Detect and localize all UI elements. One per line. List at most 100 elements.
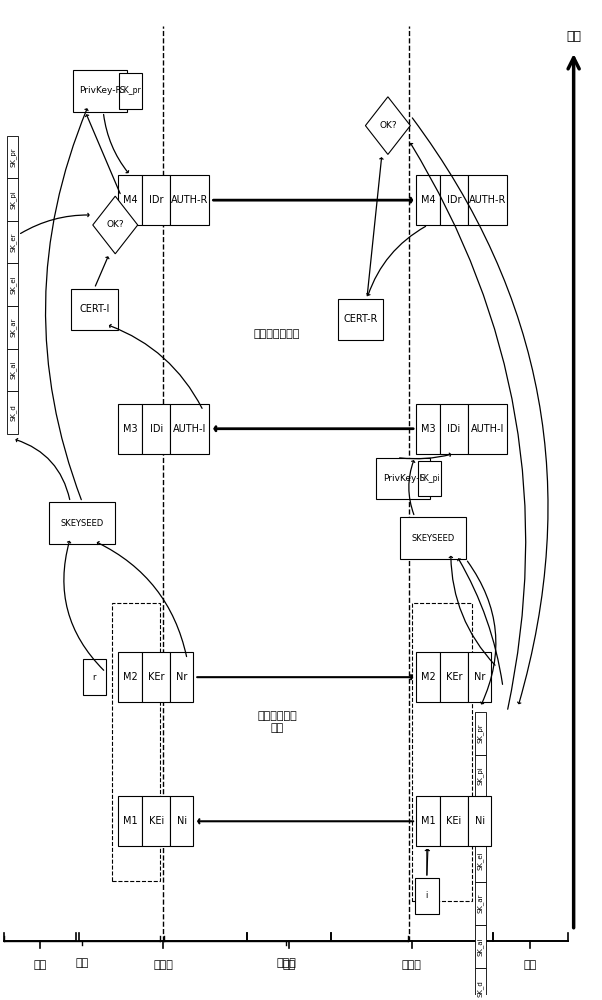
FancyBboxPatch shape: [71, 289, 117, 330]
FancyBboxPatch shape: [475, 925, 486, 968]
Text: SK_pi: SK_pi: [477, 766, 483, 785]
FancyBboxPatch shape: [416, 404, 440, 454]
FancyBboxPatch shape: [415, 878, 439, 914]
Text: SK_pr: SK_pr: [119, 86, 141, 95]
FancyBboxPatch shape: [170, 175, 209, 225]
Text: 通信: 通信: [282, 960, 296, 970]
Text: SK_er: SK_er: [10, 232, 16, 252]
FancyBboxPatch shape: [118, 652, 142, 702]
Text: CERT-R: CERT-R: [344, 314, 378, 324]
FancyBboxPatch shape: [440, 404, 468, 454]
FancyBboxPatch shape: [142, 404, 170, 454]
Text: （秘密的）认证: （秘密的）认证: [254, 329, 300, 339]
Text: Nr: Nr: [474, 672, 485, 682]
FancyBboxPatch shape: [83, 659, 106, 695]
FancyBboxPatch shape: [49, 502, 115, 544]
Text: CERT-I: CERT-I: [79, 304, 110, 314]
Text: AUTH-R: AUTH-R: [469, 195, 506, 205]
FancyBboxPatch shape: [142, 796, 170, 846]
Text: IDr: IDr: [447, 195, 461, 205]
Text: SK_ai: SK_ai: [10, 360, 16, 379]
FancyBboxPatch shape: [416, 652, 440, 702]
Text: 处理: 处理: [524, 960, 537, 970]
FancyBboxPatch shape: [338, 299, 383, 340]
Text: M4: M4: [123, 195, 137, 205]
Text: KEr: KEr: [446, 672, 462, 682]
Polygon shape: [365, 97, 411, 154]
FancyBboxPatch shape: [468, 652, 491, 702]
Text: 应答器: 应答器: [154, 960, 173, 970]
FancyBboxPatch shape: [440, 175, 468, 225]
FancyBboxPatch shape: [118, 796, 142, 846]
FancyBboxPatch shape: [170, 404, 209, 454]
Text: SKEYSEED: SKEYSEED: [411, 534, 455, 543]
FancyBboxPatch shape: [475, 968, 486, 1000]
FancyBboxPatch shape: [118, 404, 142, 454]
Text: 处理: 处理: [34, 960, 47, 970]
Polygon shape: [93, 196, 138, 254]
FancyBboxPatch shape: [170, 796, 193, 846]
Text: M4: M4: [421, 195, 435, 205]
FancyBboxPatch shape: [7, 178, 18, 221]
FancyBboxPatch shape: [7, 263, 18, 306]
Text: SK_ar: SK_ar: [10, 317, 16, 337]
FancyBboxPatch shape: [400, 517, 466, 559]
Text: SK_pr: SK_pr: [477, 723, 483, 743]
Text: SKEYSEED: SKEYSEED: [61, 519, 104, 528]
Text: SK_ei: SK_ei: [10, 275, 16, 294]
Text: i: i: [426, 891, 428, 900]
Text: AUTH-I: AUTH-I: [471, 424, 504, 434]
FancyBboxPatch shape: [7, 136, 18, 178]
FancyBboxPatch shape: [142, 175, 170, 225]
FancyBboxPatch shape: [7, 221, 18, 263]
Text: M2: M2: [421, 672, 435, 682]
Text: IDr: IDr: [149, 195, 164, 205]
FancyBboxPatch shape: [440, 796, 468, 846]
FancyBboxPatch shape: [475, 797, 486, 840]
FancyBboxPatch shape: [468, 404, 507, 454]
Text: SK_d: SK_d: [10, 404, 16, 421]
Text: IDi: IDi: [150, 424, 163, 434]
FancyBboxPatch shape: [73, 70, 127, 112]
Text: KEr: KEr: [148, 672, 164, 682]
FancyBboxPatch shape: [7, 349, 18, 391]
Text: SK_ai: SK_ai: [477, 937, 483, 956]
FancyBboxPatch shape: [170, 652, 193, 702]
FancyBboxPatch shape: [119, 73, 141, 109]
Text: M3: M3: [123, 424, 137, 434]
Text: SK_pr: SK_pr: [10, 147, 16, 167]
FancyBboxPatch shape: [475, 882, 486, 925]
FancyBboxPatch shape: [416, 796, 440, 846]
FancyBboxPatch shape: [468, 175, 507, 225]
Text: IDi: IDi: [447, 424, 461, 434]
FancyBboxPatch shape: [440, 652, 468, 702]
Text: 起始器: 起始器: [402, 960, 422, 970]
Text: KEi: KEi: [149, 816, 164, 826]
Text: SK_pi: SK_pi: [420, 474, 440, 483]
FancyBboxPatch shape: [7, 391, 18, 434]
FancyBboxPatch shape: [7, 306, 18, 349]
Text: 处理: 处理: [76, 958, 89, 968]
FancyBboxPatch shape: [475, 840, 486, 882]
FancyBboxPatch shape: [118, 175, 142, 225]
FancyBboxPatch shape: [416, 175, 440, 225]
Text: r: r: [93, 673, 96, 682]
Text: M2: M2: [123, 672, 138, 682]
FancyBboxPatch shape: [475, 712, 486, 755]
Text: AUTH-I: AUTH-I: [173, 424, 206, 434]
FancyBboxPatch shape: [376, 458, 430, 499]
Text: Ni: Ni: [177, 816, 187, 826]
Text: PrivKey-I: PrivKey-I: [383, 474, 423, 483]
FancyBboxPatch shape: [468, 796, 491, 846]
FancyBboxPatch shape: [142, 652, 170, 702]
Text: AUTH-R: AUTH-R: [171, 195, 208, 205]
Text: KEi: KEi: [447, 816, 462, 826]
Text: M1: M1: [123, 816, 137, 826]
Text: PrivKey-R: PrivKey-R: [79, 86, 122, 95]
Text: SK_pi: SK_pi: [10, 190, 16, 209]
FancyBboxPatch shape: [418, 461, 441, 496]
Text: 迪菲－赫尔曼
交换: 迪菲－赫尔曼 交换: [257, 711, 297, 733]
Text: OK?: OK?: [379, 121, 397, 130]
Text: SK_d: SK_d: [477, 980, 483, 997]
FancyBboxPatch shape: [475, 755, 486, 797]
